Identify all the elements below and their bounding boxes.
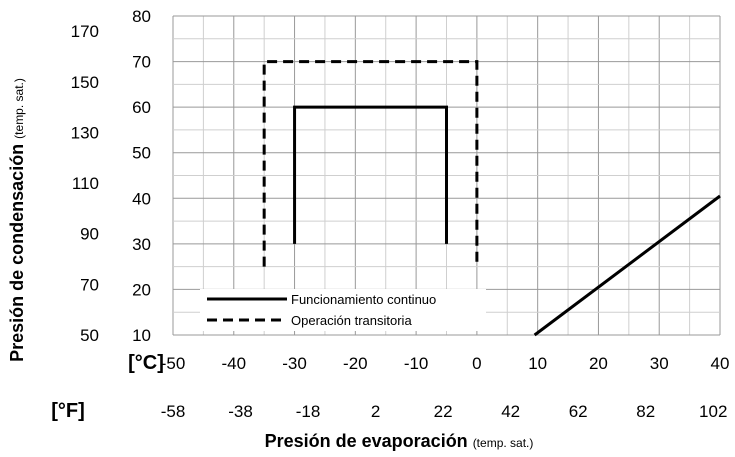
x-axis-title: Presión de evaporación (temp. sat.) — [265, 431, 534, 451]
y-tick-label-c: 40 — [132, 189, 151, 208]
x-tick-label-f: 62 — [569, 402, 588, 421]
y-tick-label-c: 70 — [132, 53, 151, 72]
y-tick-label-c: 20 — [132, 280, 151, 299]
x-tick-label-c: -30 — [282, 354, 307, 373]
x-tick-label-c: -40 — [221, 354, 246, 373]
x-tick-label-c: 0 — [472, 354, 481, 373]
x-tick-label-f: -38 — [228, 402, 253, 421]
y-axis-title-main: Presión de condensación — [7, 144, 27, 362]
y-tick-label-f: 150 — [71, 73, 99, 92]
y-tick-label-f: 50 — [80, 326, 99, 345]
y-axis-title-sub: (temp. sat.) — [12, 78, 26, 139]
y-ticks-fahrenheit: 50 70 90 110 130 150 170 — [71, 22, 99, 345]
legend-background — [200, 289, 486, 331]
x-tick-label-c: 10 — [528, 354, 547, 373]
y-tick-label-c: 10 — [132, 326, 151, 345]
x-tick-label-c: -20 — [343, 354, 368, 373]
y-tick-label-c: 60 — [132, 98, 151, 117]
x-ticks-celsius: -50 -40 -30 -20 -10 0 10 20 30 40 — [161, 354, 730, 373]
x-tick-label-c: 40 — [711, 354, 730, 373]
series-operaci-n-transitoria — [262, 60, 479, 267]
y-ticks-celsius: 10 20 30 40 50 60 70 80 — [132, 7, 151, 345]
series-line-2 — [533, 194, 721, 337]
x-tick-label-f: 22 — [434, 402, 453, 421]
x-tick-label-c: 20 — [589, 354, 608, 373]
series-funcionamiento-continuo — [293, 105, 448, 244]
y-tick-label-f: 90 — [80, 225, 99, 244]
legend-label-continuous: Funcionamiento continuo — [291, 292, 436, 307]
x-tick-label-f: 82 — [636, 402, 655, 421]
y-axis-title: Presión de condensación (temp. sat.) — [7, 78, 27, 362]
y-tick-label-c: 50 — [132, 144, 151, 163]
x-ticks-fahrenheit: -58 -38 -18 2 22 42 62 82 102 — [161, 402, 728, 421]
x-tick-label-f: 2 — [371, 402, 380, 421]
y-tick-label-f: 170 — [71, 22, 99, 41]
x-tick-label-c: -10 — [404, 354, 429, 373]
y-tick-label-f: 110 — [72, 174, 99, 193]
x-unit-celsius: [°C] — [128, 352, 164, 374]
x-unit-fahrenheit: [°F] — [51, 400, 85, 422]
x-tick-label-c: -50 — [161, 354, 186, 373]
y-tick-label-c: 30 — [132, 235, 151, 254]
series-layer — [262, 60, 721, 337]
x-axis-title-main: Presión de evaporación — [265, 431, 468, 451]
x-tick-label-f: -18 — [296, 402, 321, 421]
y-tick-label-f: 130 — [71, 123, 99, 142]
x-tick-label-f: 102 — [699, 402, 727, 421]
x-tick-label-c: 30 — [650, 354, 669, 373]
legend-label-transient: Operación transitoria — [291, 313, 412, 328]
x-axis-title-sub: (temp. sat.) — [473, 436, 534, 450]
x-tick-label-f: 42 — [501, 402, 520, 421]
y-tick-label-f: 70 — [80, 275, 99, 294]
x-tick-label-f: -58 — [161, 402, 186, 421]
y-tick-label-c: 80 — [132, 7, 151, 26]
legend: Funcionamiento continuo Operación transi… — [200, 289, 486, 331]
